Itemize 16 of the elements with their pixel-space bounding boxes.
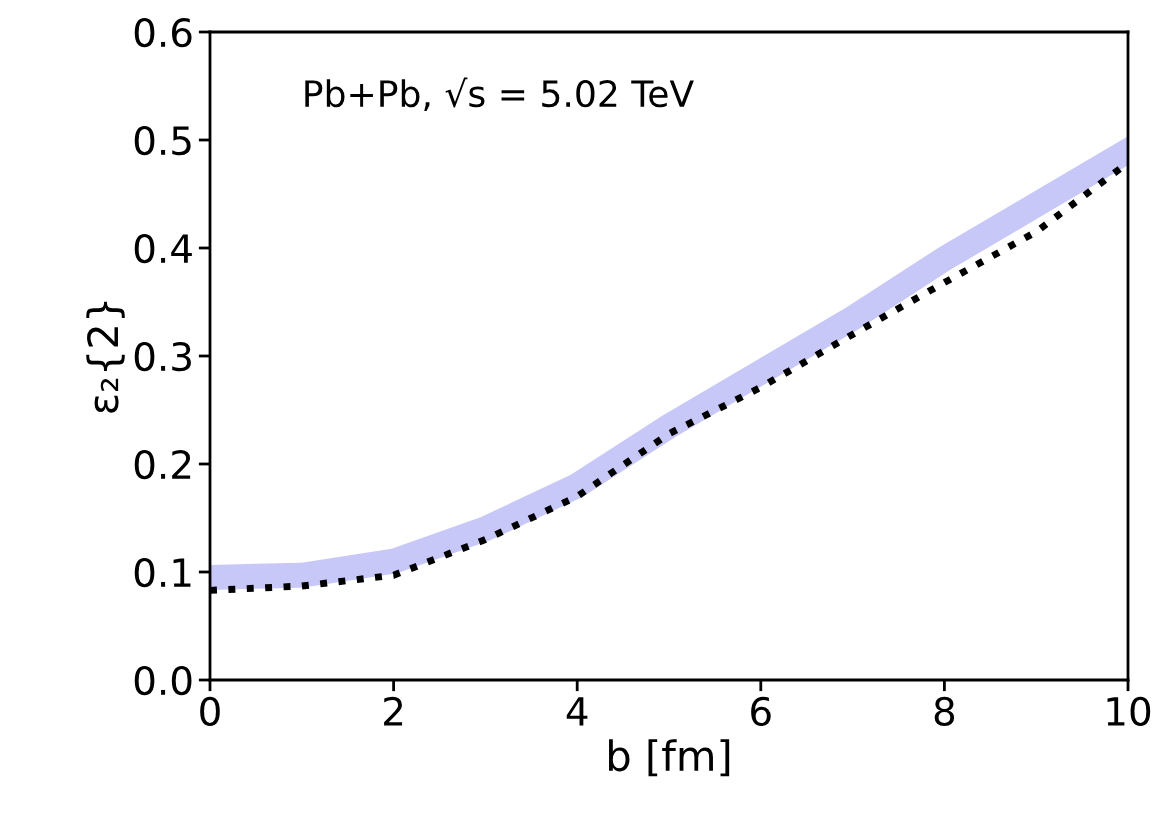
x-tick-label: 8 bbox=[934, 696, 955, 727]
y-tick-label: 0.3 bbox=[134, 341, 191, 372]
x-tick-label: 0 bbox=[200, 696, 220, 727]
y-tick-label: 0.2 bbox=[134, 449, 191, 480]
y-tick-label: 0.5 bbox=[134, 125, 191, 156]
annotation: Pb+Pb, √s = 5.02 TeV bbox=[305, 77, 694, 111]
y-tick-label: 0.6 bbox=[134, 17, 192, 48]
x-tick-label: 4 bbox=[566, 697, 588, 726]
y-tick-label: 0.4 bbox=[134, 233, 192, 264]
y-tick-label: 0.1 bbox=[134, 557, 191, 588]
y-tick-label: 0.0 bbox=[134, 665, 192, 696]
x-tick-label: 10 bbox=[1107, 696, 1151, 727]
x-tick-label: 2 bbox=[384, 696, 403, 726]
y-axis-title: ε₂{2} bbox=[86, 301, 125, 413]
x-tick-label: 6 bbox=[751, 696, 771, 727]
x-axis-title: b [fm] bbox=[609, 739, 730, 777]
